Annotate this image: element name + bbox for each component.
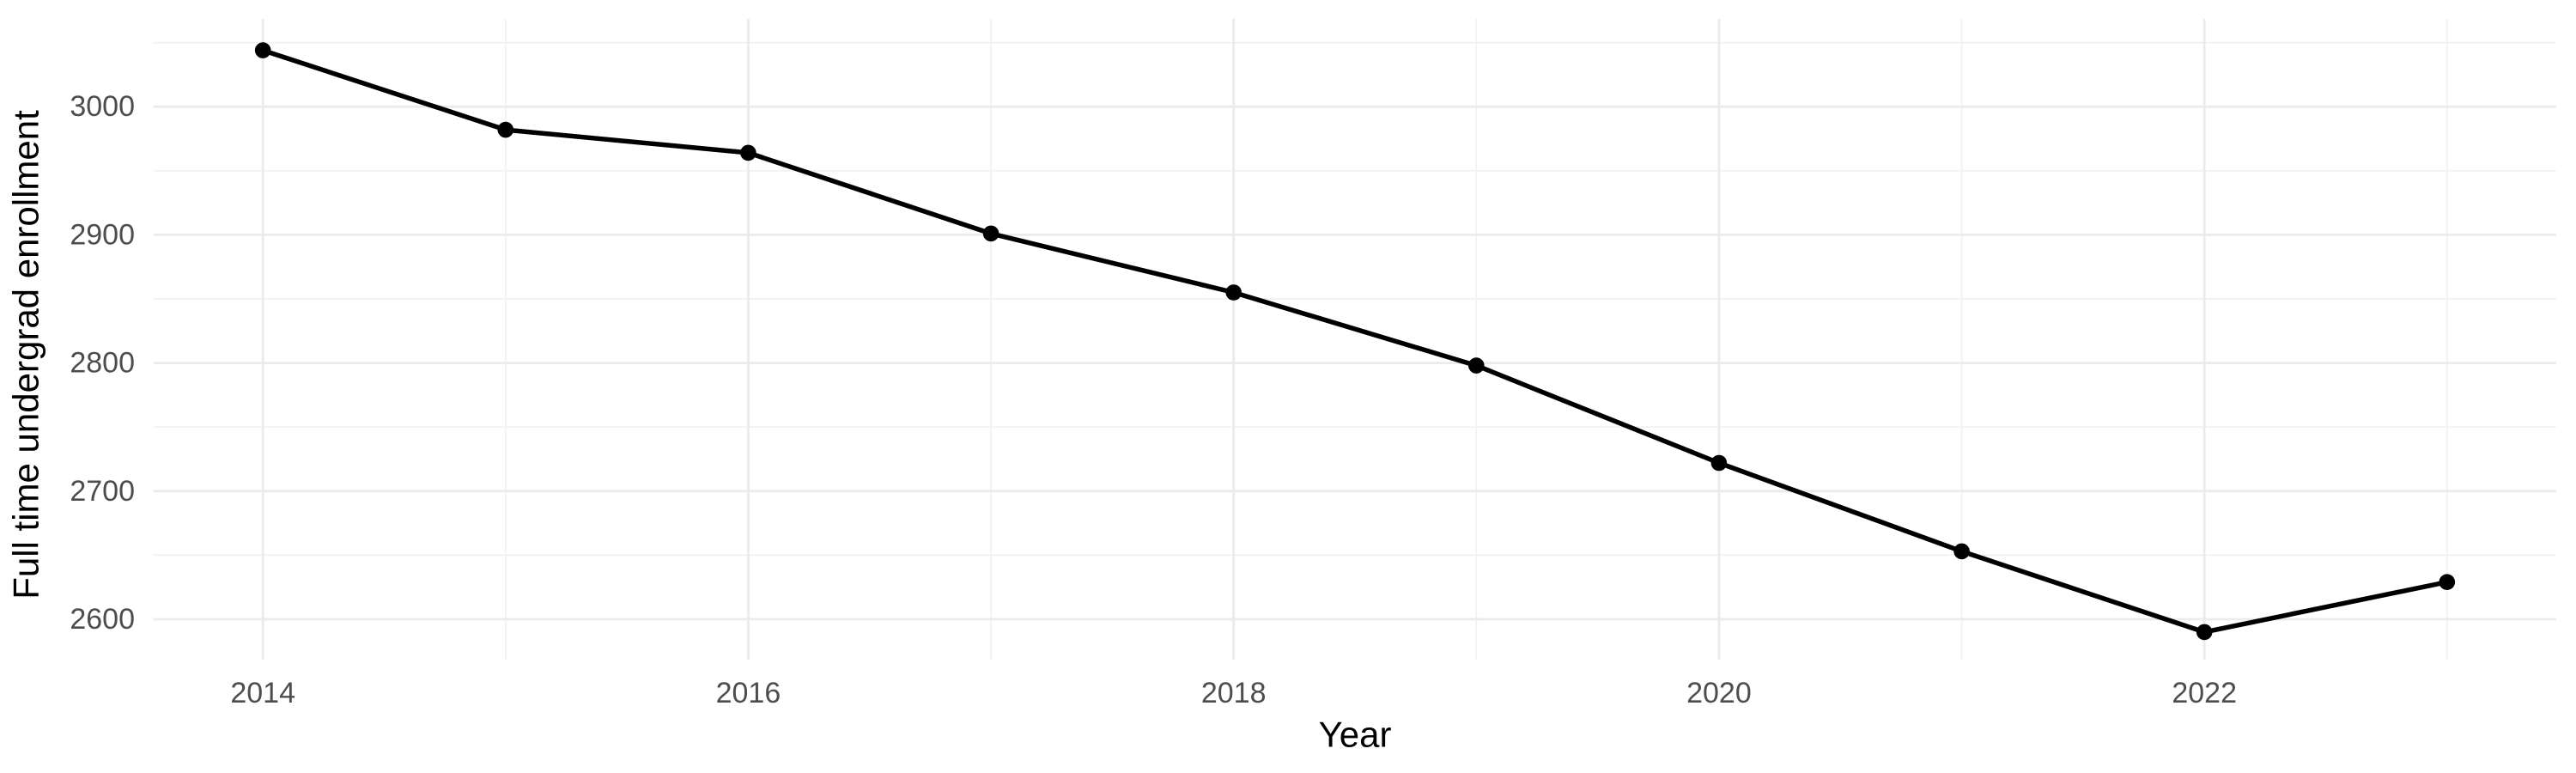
y-tick-label: 2700 — [70, 475, 135, 508]
data-point-2023 — [2439, 574, 2456, 590]
data-point-2018 — [1225, 284, 1242, 301]
y-tick-label: 2600 — [70, 603, 135, 636]
x-tick-label: 2014 — [230, 677, 295, 709]
x-tick-label: 2022 — [2172, 677, 2237, 709]
x-axis-title: Year — [1319, 715, 1392, 755]
data-point-2016 — [740, 144, 756, 161]
y-axis-title: Full time undergrad enrollment — [6, 110, 46, 600]
y-axis-tick-labels: 2600 2700 2800 2900 3000 — [70, 90, 135, 636]
y-tick-label: 2900 — [70, 218, 135, 251]
data-point-2015 — [497, 121, 514, 138]
data-point-2019 — [1468, 357, 1485, 374]
x-tick-label: 2018 — [1201, 677, 1267, 709]
data-point-2021 — [1953, 543, 1970, 560]
y-tick-label: 3000 — [70, 90, 135, 123]
data-point-2017 — [982, 225, 999, 242]
data-point-2022 — [2196, 624, 2213, 641]
data-point-2020 — [1710, 454, 1728, 472]
y-tick-label: 2800 — [70, 347, 135, 380]
major-gridlines — [154, 19, 2556, 660]
data-points — [254, 42, 2456, 641]
x-tick-label: 2020 — [1686, 677, 1752, 709]
data-point-2014 — [254, 42, 271, 58]
enrollment-series-line — [260, 47, 2450, 635]
x-tick-label: 2016 — [716, 677, 781, 709]
x-axis-tick-labels: 2014 2016 2018 2020 2022 — [230, 677, 2237, 709]
